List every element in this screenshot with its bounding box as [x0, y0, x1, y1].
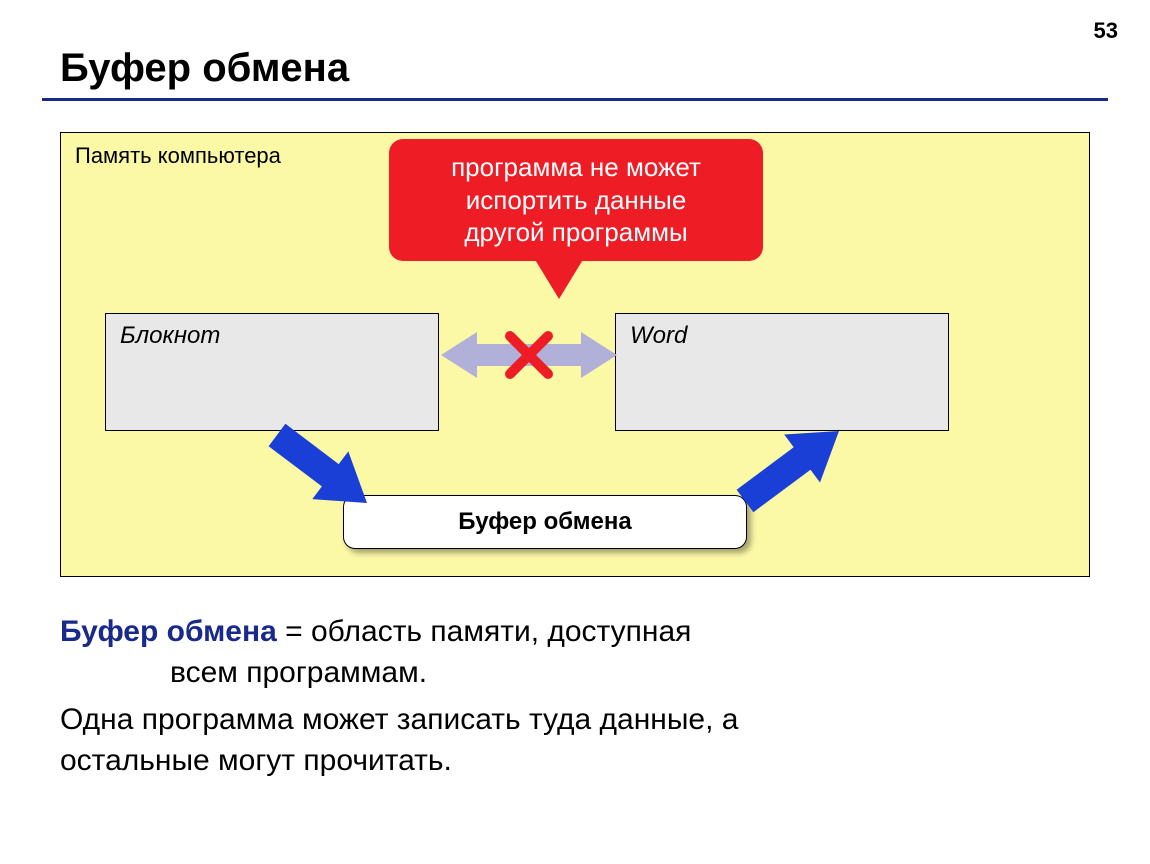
page-number: 53: [1094, 18, 1118, 44]
callout-line1: программа не может: [407, 151, 745, 184]
definition-rest-1: = область памяти, доступная: [277, 615, 692, 648]
blue-arrow-left: [269, 424, 367, 503]
callout-tail: [531, 253, 587, 299]
explanation-paragraph: Одна программа может записать туда данны…: [60, 700, 1090, 781]
para2-line1: Одна программа может записать туда данны…: [60, 703, 738, 736]
definition-paragraph: Буфер обмена = область памяти, доступная…: [60, 612, 1090, 693]
callout-bubble: программа не может испортить данные друг…: [389, 139, 763, 261]
definition-line2: всем программам.: [60, 653, 427, 694]
slide-title: Буфер обмена: [60, 46, 349, 91]
blue-arrow-right-shape: [737, 431, 839, 512]
definition-term: Буфер обмена: [60, 615, 277, 648]
para2-line2: остальные могут прочитать.: [60, 744, 452, 777]
callout-line3: другой программы: [407, 216, 745, 249]
title-rule: [42, 98, 1108, 101]
slide: 53 Буфер обмена Память компьютера Блокно…: [0, 0, 1150, 864]
callout-line2: испортить данные: [407, 184, 745, 217]
blue-arrow-left-shape: [269, 424, 367, 503]
blue-arrow-right: [737, 431, 839, 512]
memory-box: Память компьютера Блокнот Word Буфер обм…: [60, 132, 1090, 577]
